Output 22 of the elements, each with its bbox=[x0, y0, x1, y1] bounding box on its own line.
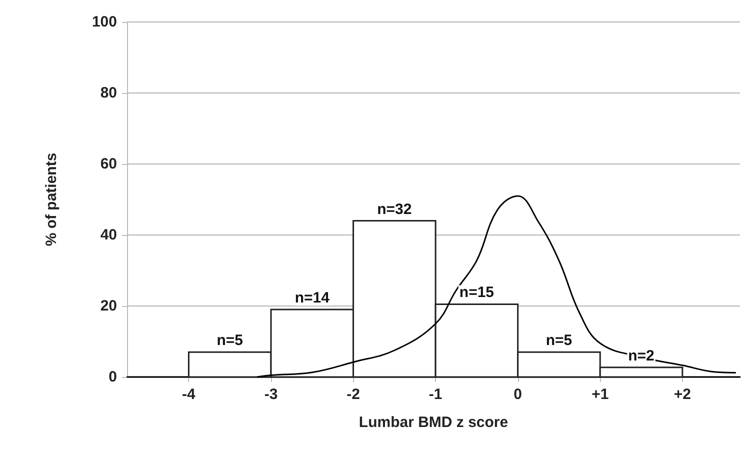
x-tick-label: -3 bbox=[264, 386, 278, 403]
x-tick-label: -4 bbox=[182, 386, 196, 403]
annotation: n=32 bbox=[377, 200, 412, 218]
annotation: n=2 bbox=[628, 347, 654, 364]
annotation: n=5 bbox=[216, 332, 243, 350]
y-tick-label: 0 bbox=[108, 368, 117, 386]
x-tick-label: +2 bbox=[674, 386, 691, 403]
y-axis-title: % of patients bbox=[43, 152, 60, 246]
annotation: n=15 bbox=[459, 284, 494, 302]
annotation: n=14 bbox=[294, 290, 330, 307]
annotation: n=5 bbox=[546, 332, 572, 350]
y-tick-label: 20 bbox=[100, 298, 117, 314]
y-tick-label: 80 bbox=[100, 84, 117, 102]
y-tick-label: 100 bbox=[92, 14, 117, 30]
x-axis-title: Lumbar BMD z score bbox=[358, 414, 508, 431]
line-series bbox=[256, 195, 737, 378]
y-tick-label: 40 bbox=[100, 226, 117, 244]
x-tick-label: 0 bbox=[514, 386, 522, 403]
x-tick-label: -1 bbox=[428, 386, 442, 403]
x-tick-label: -2 bbox=[346, 386, 360, 403]
y-tick-label: 60 bbox=[100, 156, 117, 172]
x-tick-label: +1 bbox=[592, 386, 609, 403]
